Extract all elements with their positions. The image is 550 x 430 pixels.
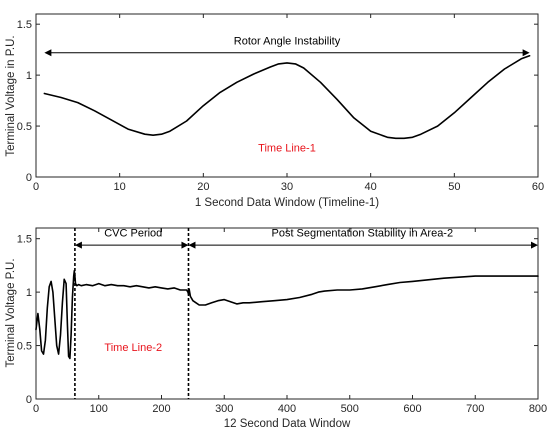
chart-2-xtick-label: 200 [152,403,170,415]
chart-1-xtick-label: 40 [365,181,377,193]
chart-2-arrowhead-right [181,241,189,249]
chart-2-arrowhead-left [74,241,82,249]
chart-2-annotation-text: Time Line-2 [104,342,162,354]
chart-1-x-ticks: 0 10 20 30 40 50 60 [33,14,544,193]
chart-2: 0 100 200 300 400 500 600 700 800 0 0.5 1 1.5 CVC P… [5,227,547,430]
chart-2-xtick-label: 500 [341,403,359,415]
chart-2-ytick-label: 0.5 [17,341,32,353]
chart-2-annotation-text: Post Segmentation Stability in Area-2 [271,228,453,240]
chart-2-arrowhead-right [531,241,538,249]
chart-1-annotation-text: Time Line-1 [258,143,316,155]
chart-1: 0 10 20 30 40 50 60 0 0.5 1 1.5 Rotor Angle Insta… [5,13,544,209]
chart-2-xtick-label: 700 [466,403,484,415]
chart-2-xlabel: 12 Second Data Window [224,418,351,430]
chart-1-arrowhead-left [44,49,52,57]
chart-1-arrowhead-right [522,49,530,57]
chart-1-series-line [43,54,531,140]
chart-2-xtick-label: 300 [215,403,233,415]
chart-2-ytick-label: 0 [26,394,32,406]
chart-1-annotation-text: Rotor Angle Instability [234,36,341,48]
chart-1-xtick-label: 0 [33,181,39,193]
chart-2-series-line [35,269,539,360]
chart-1-xtick-label: 10 [114,181,126,193]
chart-1-ytick-label: 1 [26,70,32,82]
chart-2-xtick-label: 0 [33,403,39,415]
chart-2-xtick-label: 800 [529,403,547,415]
chart-1-ylabel: Terminal Voltage in P.U. [5,35,17,156]
chart-1-ytick-label: 1.5 [17,19,32,31]
chart-1-y-ticks: 0 0.5 1 1.5 [17,19,538,184]
chart-2-xtick-label: 600 [403,403,421,415]
chart-2-x-ticks: 0 100 200 300 400 500 600 700 800 [33,228,547,415]
chart-2-xtick-label: 400 [278,403,296,415]
chart-1-xtick-label: 20 [197,181,209,193]
chart-2-series [35,269,539,360]
chart-1-ytick-label: 0 [26,172,32,184]
chart-2-xtick-label: 100 [90,403,108,415]
chart-2-annotation-text: CVC Period [104,228,162,240]
chart-2-annotations: CVC Period Post Segmentation Stability in… [74,228,538,354]
chart-2-ytick-label: 1.5 [17,234,32,246]
chart-1-xtick-label: 50 [448,181,460,193]
chart-2-vlines [74,228,190,399]
chart-1-xtick-label: 30 [281,181,293,193]
chart-2-y-ticks: 0 0.5 1 1.5 [17,234,538,406]
chart-1-xlabel: 1 Second Data Window (Timeline-1) [195,197,379,209]
chart-1-series [43,54,531,140]
chart-1-annotations: Rotor Angle Instability Time Line-1 [44,36,530,155]
chart-1-xtick-label: 60 [532,181,544,193]
chart-2-ytick-label: 1 [26,287,32,299]
chart-2-plot-frame [35,227,539,400]
chart-2-arrowhead-left [188,241,196,249]
chart-1-ytick-label: 0.5 [17,121,32,133]
chart-2-ylabel: Terminal Voltage P.U. [5,258,17,367]
